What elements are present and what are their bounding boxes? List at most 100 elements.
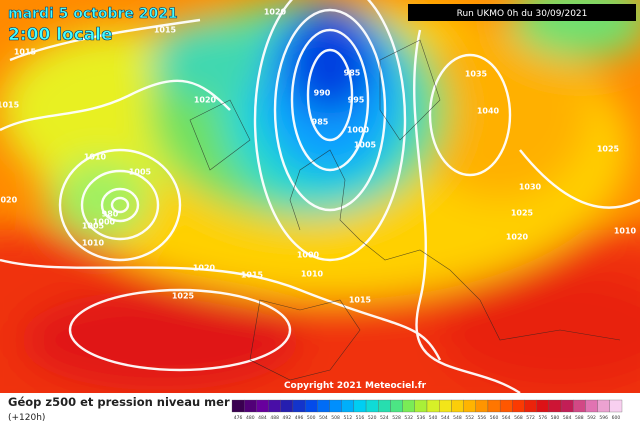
isobar-labels: 1020101510151020101510101005980100010051… — [0, 8, 637, 305]
isobar-label: 1025 — [511, 209, 534, 218]
isobar-label: 1000 — [347, 126, 370, 135]
date: mardi 5 octobre 2021 — [8, 6, 178, 22]
isobar-label: 1015 — [241, 271, 264, 280]
colorbar-swatch — [597, 399, 610, 413]
colorbar-swatch — [329, 399, 342, 413]
colorbar-swatch — [292, 399, 306, 413]
isobar-label: 1010 — [84, 153, 107, 162]
isobar-label: 1035 — [465, 70, 488, 79]
colorbar-label: 540 — [429, 415, 438, 421]
isobar-label: 1020 — [264, 8, 287, 17]
isobar-label: 1040 — [477, 107, 500, 116]
colorbar-label: 588 — [575, 415, 584, 421]
isobar-label: 1010 — [614, 227, 637, 236]
legend-title: Géop z500 et pression niveau mer — [8, 395, 230, 409]
colorbar-label: 512 — [343, 415, 352, 421]
isobar-label: 1000 — [93, 218, 116, 227]
colorbar-swatch — [536, 399, 550, 413]
colorbar-label: 536 — [417, 415, 426, 421]
colorbar-label: 580 — [551, 415, 560, 421]
colorbar-swatch — [414, 399, 428, 413]
isobar-label: 1020 — [194, 96, 217, 105]
colorbar-label: 548 — [453, 415, 462, 421]
colorbar-swatch — [451, 399, 464, 413]
isobar-label: 1015 — [349, 296, 372, 305]
colorbar-label: 544 — [441, 415, 450, 421]
colorbar-swatch — [524, 399, 537, 413]
isobar-label: 1010 — [301, 270, 324, 279]
isobar-label: 1005 — [129, 168, 152, 177]
colorbar-swatch — [231, 399, 245, 413]
colorbar-label: 576 — [538, 415, 547, 421]
colorbar-label: 504 — [319, 415, 328, 421]
colorbar-swatch — [585, 399, 598, 413]
isobar-label: 1025 — [597, 145, 620, 154]
colorbar-swatch — [390, 399, 403, 413]
colorbar-swatch — [475, 399, 489, 413]
colorbar-swatch — [426, 399, 440, 413]
colorbar-swatch — [365, 399, 379, 413]
legend-subtitle: (+120h) — [8, 413, 45, 423]
isobar-label: 1015 — [0, 101, 20, 110]
colorbar-swatch — [341, 399, 355, 413]
colorbar-swatch — [548, 399, 562, 413]
colorbar-swatch — [353, 399, 367, 413]
colorbar-label: 572 — [526, 415, 535, 421]
isobar-label: 1015 — [154, 26, 177, 35]
isobar-label: 980 — [102, 210, 119, 219]
isobar-label: 985 — [344, 69, 361, 78]
colorbar-label: 524 — [380, 415, 389, 421]
colorbar-swatch — [573, 399, 586, 413]
colorbar-label: 600 — [612, 415, 621, 421]
run: Run UKMO 0h du 30/09/2021 — [457, 9, 588, 19]
colorbar-label: 592 — [587, 415, 596, 421]
colorbar-label: 596 — [599, 415, 608, 421]
colorbar-swatch — [256, 399, 269, 413]
colorbar-label: 568 — [514, 415, 523, 421]
colorbar: 476 480 484 488 492 496 500 504 508 512 516 520 524 5… — [231, 399, 623, 421]
colorbar-swatch — [402, 399, 415, 413]
colorbar-label: 520 — [368, 415, 377, 421]
colorbar-swatch — [487, 399, 501, 413]
colorbar-swatch — [439, 399, 452, 413]
colorbar-label: 556 — [478, 415, 487, 421]
colorbar-label: 500 — [307, 415, 316, 421]
colorbar-swatch — [463, 399, 476, 413]
colorbar-label: 484 — [258, 415, 267, 421]
copyright: Copyright 2021 Meteociel.fr — [284, 381, 427, 391]
time: 2:00 locale — [8, 25, 113, 45]
isobar-label: 1030 — [519, 183, 542, 192]
colorbar-swatch — [268, 399, 281, 413]
colorbar-swatch — [512, 399, 525, 413]
colorbar-swatch — [304, 399, 318, 413]
isobar-label: 1005 — [354, 141, 377, 150]
colorbar-swatch — [280, 399, 294, 413]
colorbar-swatch — [317, 399, 330, 413]
colorbar-label: 508 — [331, 415, 340, 421]
colorbar-swatch — [560, 399, 574, 413]
isobar-label: 1010 — [82, 239, 105, 248]
isobar-label: 1025 — [172, 292, 195, 301]
colorbar-label: 476 — [234, 415, 243, 421]
colorbar-label: 552 — [465, 415, 474, 421]
colorbar-swatch — [378, 399, 391, 413]
colorbar-label: 492 — [283, 415, 292, 421]
isobar-label: 995 — [348, 96, 365, 105]
isobar-label: 1015 — [14, 48, 37, 57]
isobar-label: 1020 — [0, 196, 18, 205]
isobar-label: 990 — [314, 89, 331, 98]
colorbar-label: 480 — [246, 415, 255, 421]
colorbar-swatch — [244, 399, 257, 413]
colorbar-label: 560 — [490, 415, 499, 421]
run-box — [408, 4, 636, 21]
colorbar-label: 532 — [404, 415, 413, 421]
colorbar-label: 528 — [392, 415, 401, 421]
colorbar-label: 516 — [356, 415, 365, 421]
colorbar-swatch — [499, 399, 513, 413]
isobar-label: 1020 — [193, 264, 216, 273]
isobar-label: 1005 — [82, 222, 105, 231]
isobar-label: 985 — [312, 118, 329, 127]
colorbar-label: 488 — [270, 415, 279, 421]
